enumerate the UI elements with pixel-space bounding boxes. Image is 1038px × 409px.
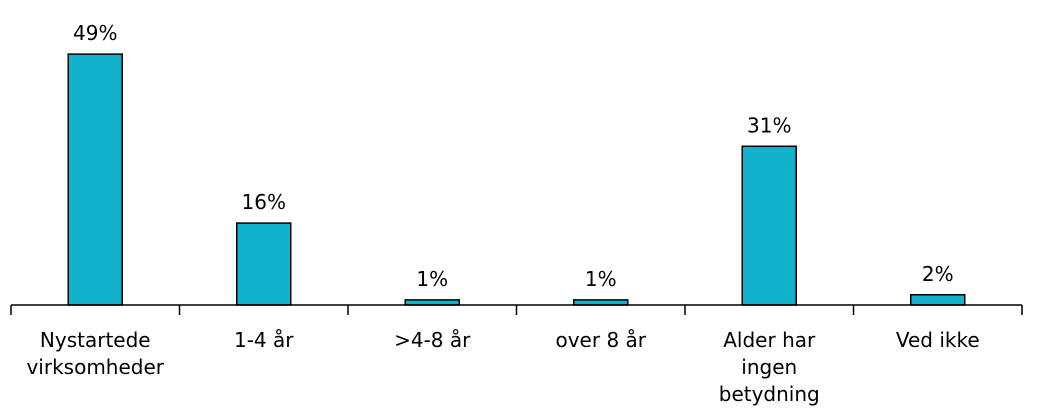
category-label-line: Nystartede bbox=[40, 328, 151, 352]
category-label-line: >4-8 år bbox=[394, 328, 471, 352]
category-label: over 8 år bbox=[555, 328, 646, 352]
bar-value-label: 31% bbox=[747, 113, 791, 137]
category-label-line: over 8 år bbox=[555, 328, 646, 352]
bars-group bbox=[67, 53, 966, 306]
bar bbox=[404, 299, 460, 306]
bar-value-label: 16% bbox=[242, 190, 286, 214]
bar-value-label: 1% bbox=[585, 267, 617, 291]
bar-value-label: 2% bbox=[922, 262, 954, 286]
category-label: Nystartede virksomheder bbox=[26, 328, 164, 379]
bar-value-label: 1% bbox=[416, 267, 448, 291]
bar bbox=[741, 145, 797, 306]
category-labels-group: Nystartede virksomheder 1-4 år >4-8 år over … bbox=[26, 328, 979, 406]
category-label-line: 1-4 år bbox=[234, 328, 294, 352]
bar bbox=[236, 222, 292, 306]
category-label: Alder har ingen betydning bbox=[719, 328, 820, 406]
bar bbox=[67, 53, 123, 306]
bar bbox=[910, 294, 966, 306]
bar-value-label: 49% bbox=[73, 21, 117, 45]
category-label-line: ingen bbox=[741, 355, 797, 379]
x-axis-ticks-group bbox=[10, 305, 1023, 315]
category-label-line: Alder har bbox=[723, 328, 816, 352]
category-label: Ved ikke bbox=[896, 328, 980, 352]
category-label: >4-8 år bbox=[394, 328, 471, 352]
bar bbox=[573, 299, 629, 306]
value-labels-group: 49% 16% 1% 1% 31% 2% bbox=[73, 21, 954, 291]
category-label: 1-4 år bbox=[234, 328, 294, 352]
category-label-line: betydning bbox=[719, 382, 820, 406]
category-label-line: Ved ikke bbox=[896, 328, 980, 352]
category-label-line: virksomheder bbox=[26, 355, 164, 379]
